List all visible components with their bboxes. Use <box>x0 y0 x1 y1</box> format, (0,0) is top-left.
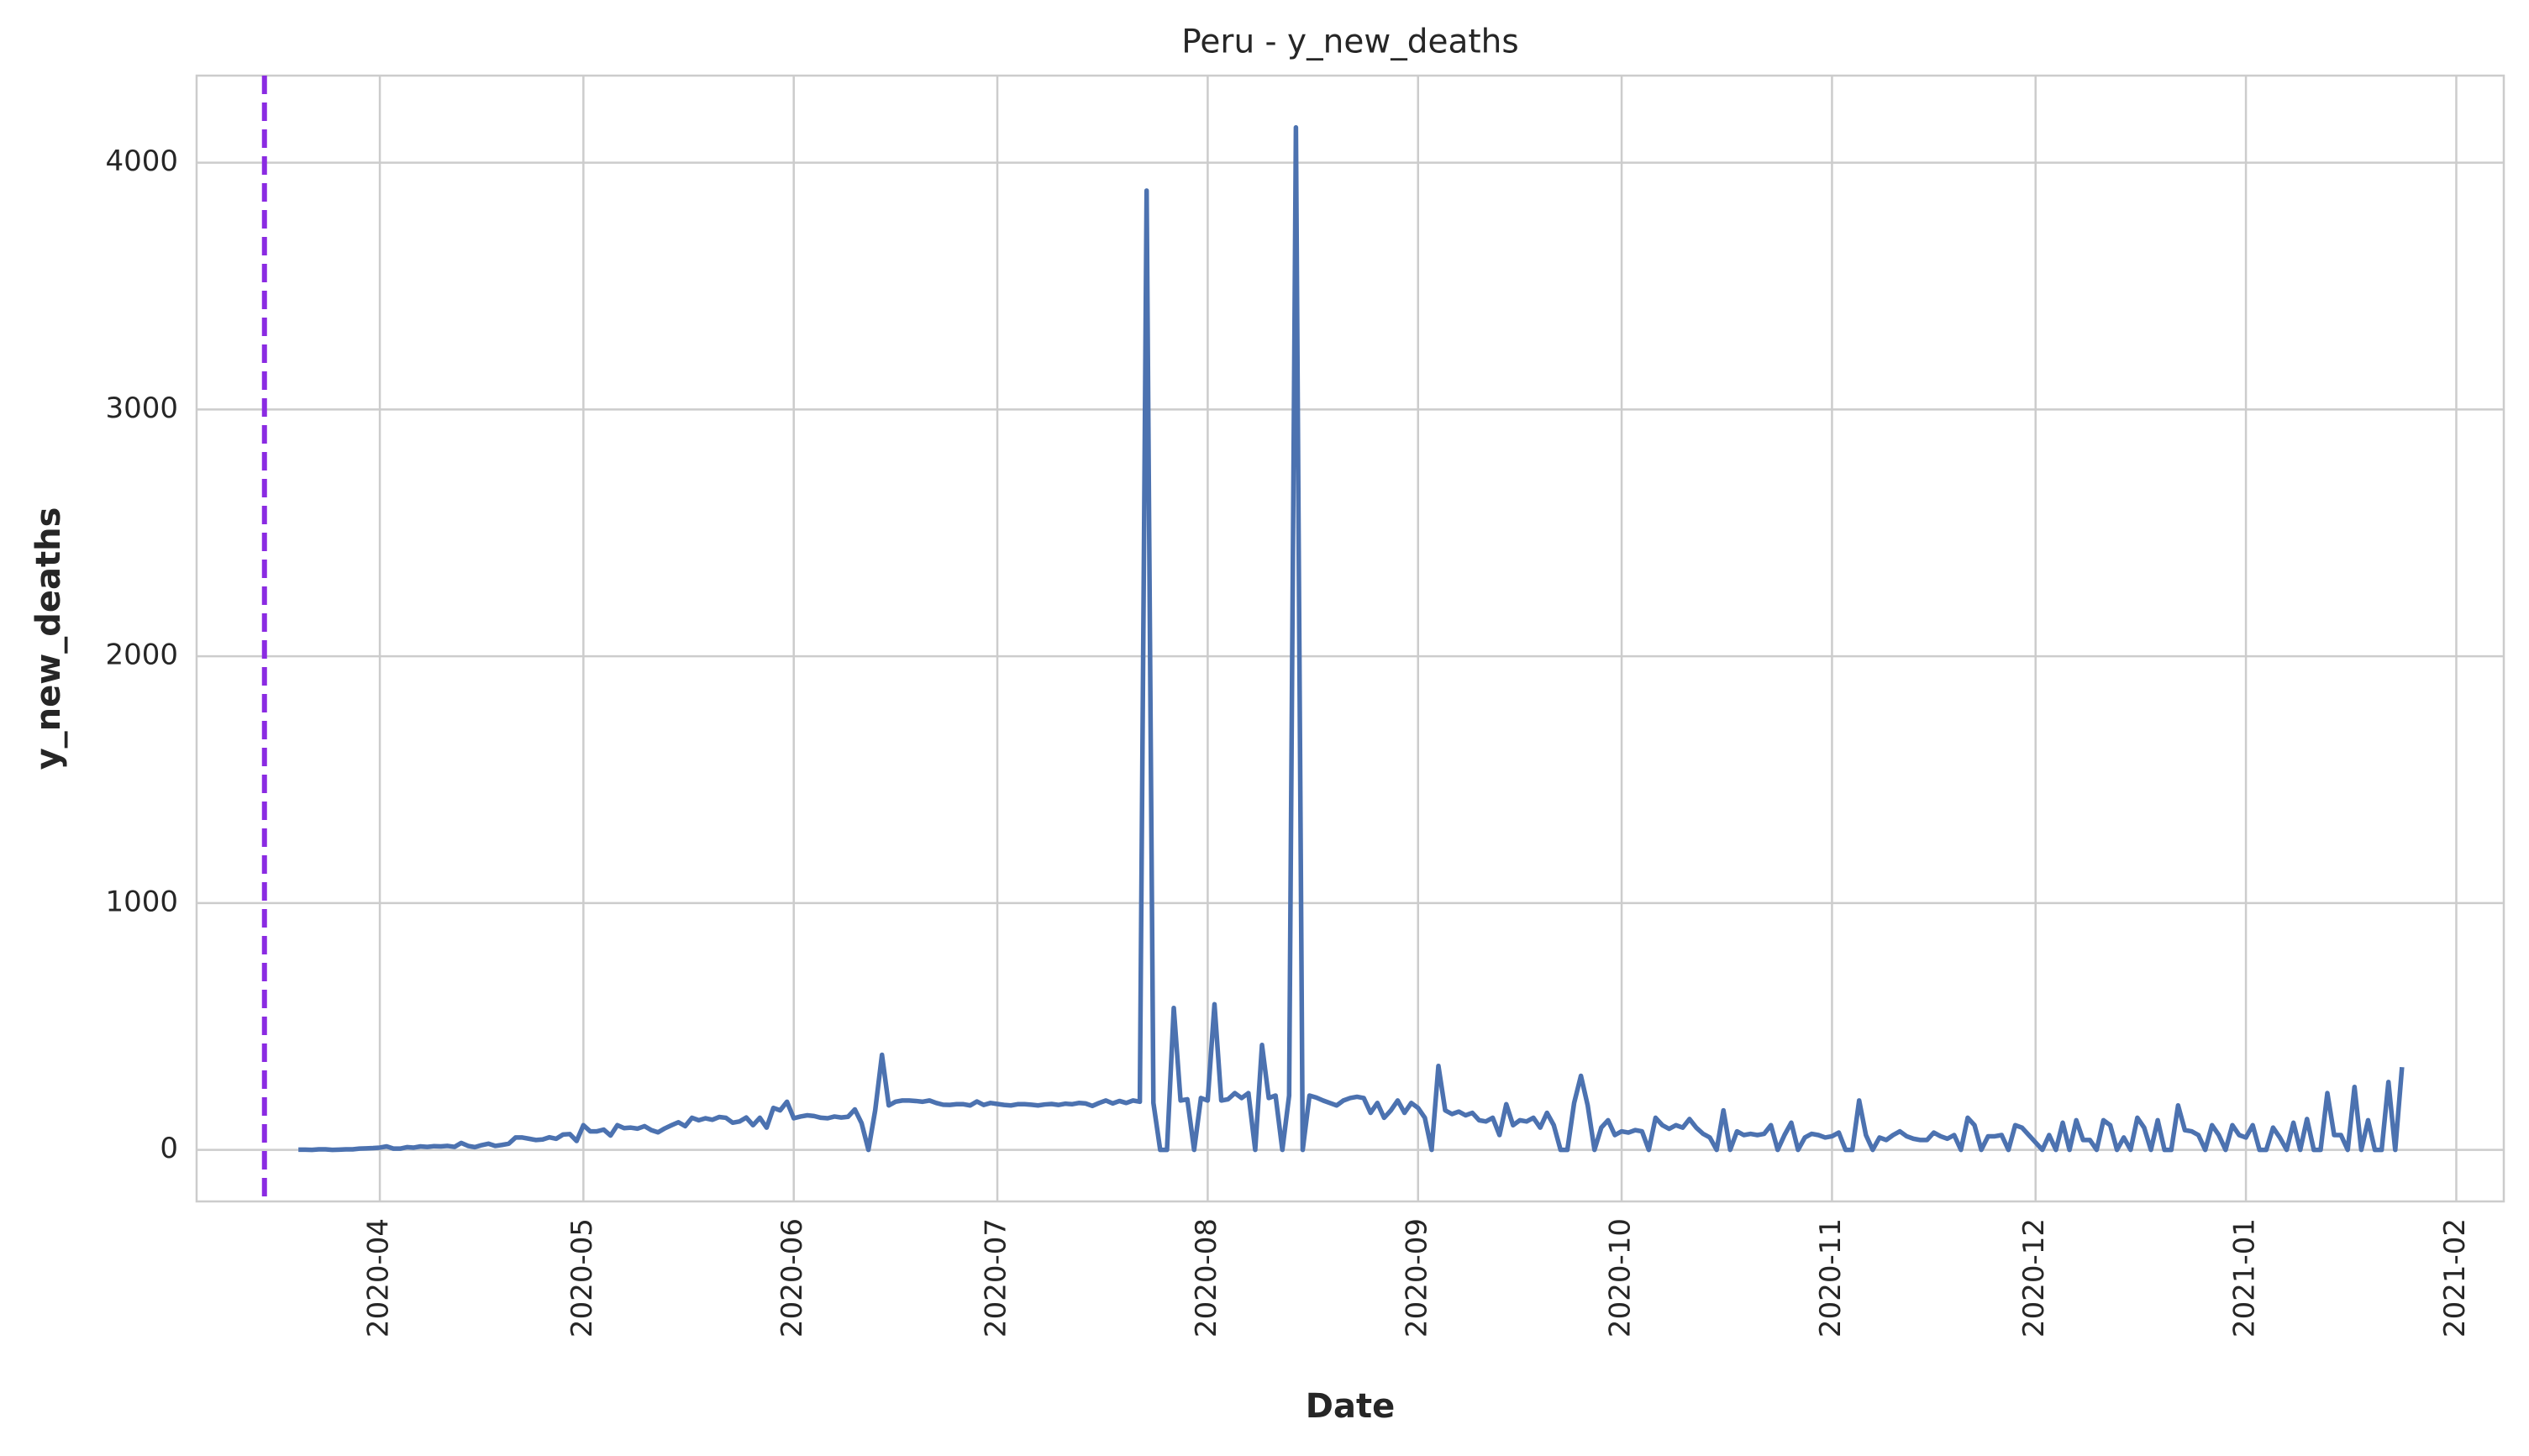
y-tick-label: 3000 <box>105 392 178 425</box>
x-tick-label: 2020-08 <box>1190 1218 1223 1338</box>
y-tick-label: 0 <box>160 1132 178 1165</box>
chart-title: Peru - y_new_deaths <box>1181 24 1518 61</box>
x-tick-label: 2020-10 <box>1604 1218 1638 1338</box>
x-tick-label: 2021-02 <box>2438 1218 2472 1338</box>
plot-frame <box>195 74 2505 1203</box>
y-tick-label: 1000 <box>105 885 178 918</box>
x-axis-label: Date <box>1306 1387 1395 1426</box>
x-tick-label: 2020-09 <box>1400 1218 1433 1338</box>
x-tick-label: 2020-06 <box>776 1218 809 1338</box>
x-tick-label: 2020-04 <box>362 1218 396 1338</box>
data-line <box>298 124 2405 1153</box>
x-tick-label: 2020-12 <box>2017 1218 2051 1338</box>
y-tick-label: 2000 <box>105 639 178 672</box>
y-axis-label: y_new_deaths <box>29 507 68 770</box>
x-tick-label: 2021-01 <box>2228 1218 2262 1338</box>
x-tick-label: 2020-07 <box>980 1218 1013 1338</box>
x-tick-label: 2020-11 <box>1814 1218 1848 1338</box>
y-tick-label: 4000 <box>105 145 178 178</box>
x-tick-label: 2020-05 <box>565 1218 599 1338</box>
